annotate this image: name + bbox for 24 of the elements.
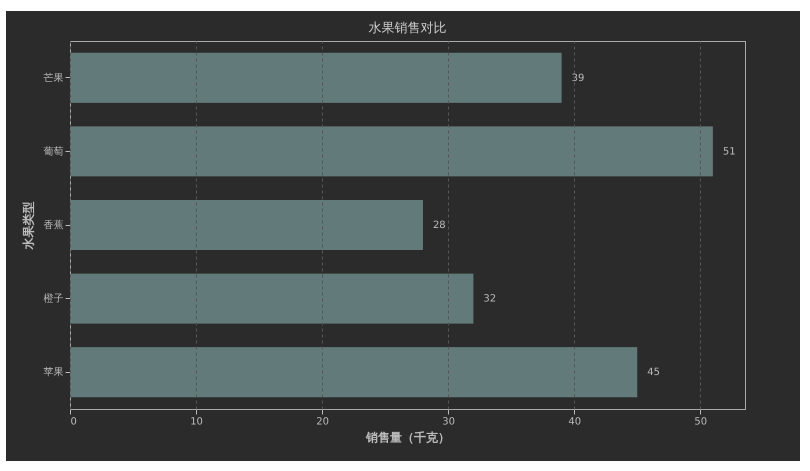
- y-axis-title: 水果类型: [22, 202, 36, 250]
- x-tick-label: 0: [70, 416, 77, 428]
- data-label: 32: [483, 294, 496, 305]
- chart-title: 水果销售对比: [368, 21, 446, 36]
- y-tick-label: 苹果: [44, 366, 64, 378]
- x-tick-label: 30: [442, 416, 456, 428]
- bar: [70, 200, 423, 250]
- data-label: 28: [432, 220, 446, 231]
- y-tick-label: 橙子: [44, 292, 64, 305]
- y-tick-label: 葡萄: [44, 145, 64, 158]
- data-label: 39: [572, 72, 584, 84]
- y-tick-label: 香蕉: [44, 219, 64, 231]
- x-tick-label: 10: [190, 416, 203, 428]
- bar: [70, 52, 562, 103]
- x-tick-label: 20: [316, 416, 329, 428]
- x-tick-label: 40: [568, 416, 582, 428]
- bar: [70, 274, 474, 324]
- bar: [70, 126, 713, 176]
- x-tick-label: 50: [694, 416, 708, 428]
- data-label: 45: [647, 367, 660, 378]
- y-tick-label: 芒果: [44, 72, 64, 84]
- bar: [70, 347, 638, 398]
- x-axis-title: 销售量（千克）: [365, 430, 450, 444]
- data-label: 51: [722, 146, 736, 158]
